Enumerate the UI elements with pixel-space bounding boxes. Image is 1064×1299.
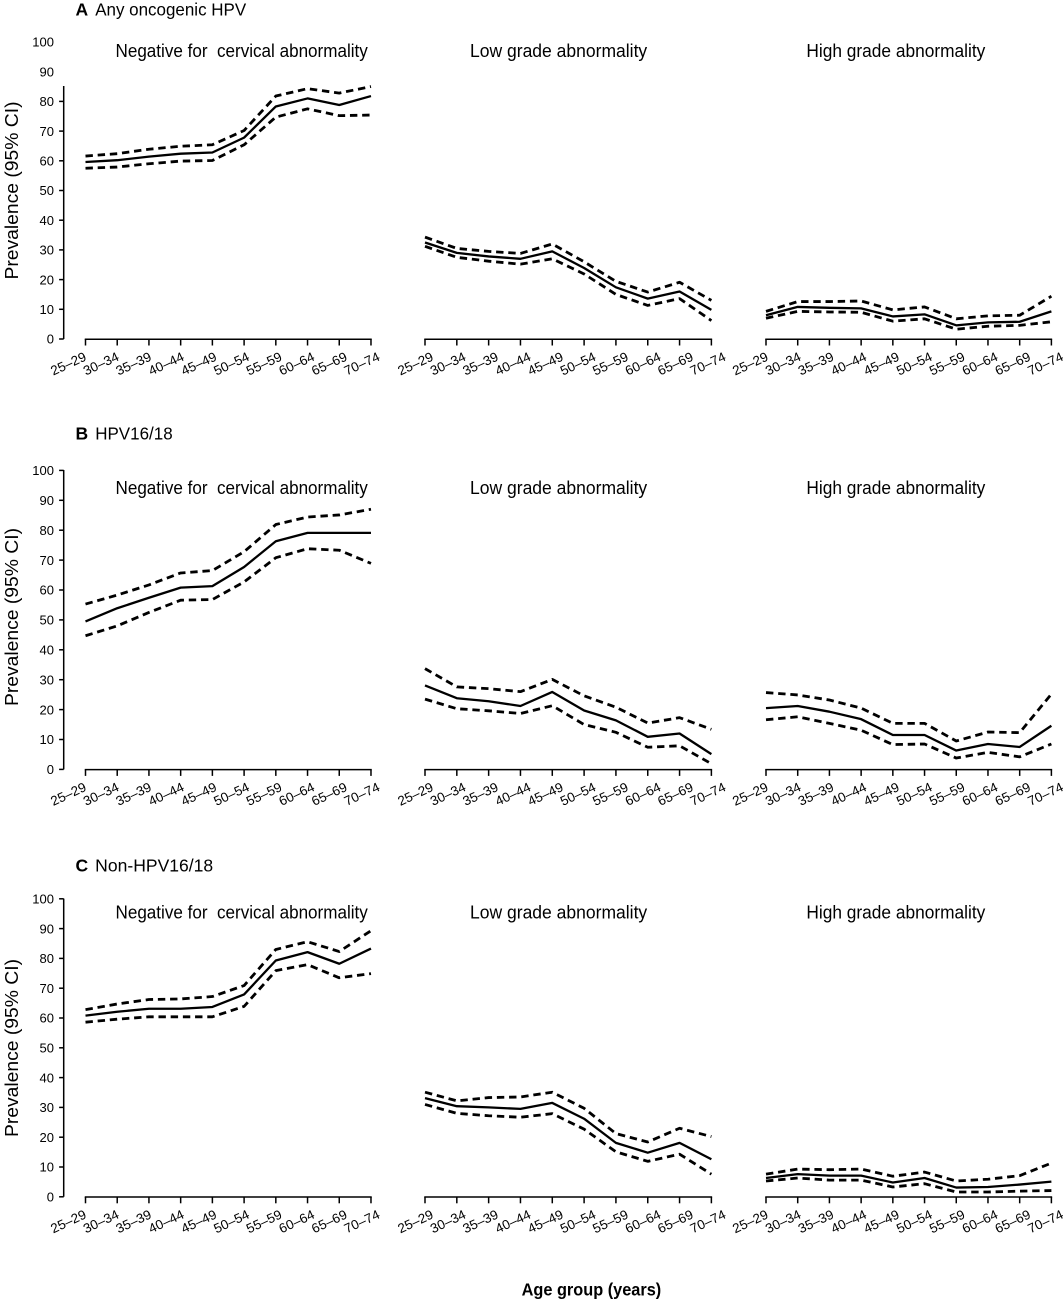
- svg-text:40: 40: [40, 643, 54, 658]
- svg-text:High grade abnormality: High grade abnormality: [806, 41, 985, 61]
- svg-text:20: 20: [40, 702, 54, 717]
- svg-text:100: 100: [32, 463, 54, 478]
- svg-text:70–74: 70–74: [688, 349, 728, 378]
- svg-text:Low grade abnormality: Low grade abnormality: [470, 41, 647, 61]
- svg-text:90: 90: [40, 921, 54, 936]
- svg-text:0: 0: [47, 1190, 54, 1205]
- svg-text:80: 80: [40, 523, 54, 538]
- svg-text:Negative for cervical abnorma: Negative for cervical abnormality: [116, 41, 368, 61]
- svg-text:40: 40: [40, 213, 54, 228]
- svg-text:70: 70: [40, 124, 54, 139]
- svg-text:Prevalence (95% CI): Prevalence (95% CI): [2, 102, 22, 280]
- svg-text:70: 70: [40, 981, 54, 996]
- svg-text:70–74: 70–74: [342, 1207, 382, 1236]
- svg-text:70–74: 70–74: [342, 349, 382, 378]
- svg-text:High grade abnormality: High grade abnormality: [806, 902, 985, 922]
- svg-text:70–74: 70–74: [1025, 1207, 1064, 1236]
- svg-text:60: 60: [40, 154, 54, 169]
- svg-text:30: 30: [40, 1100, 54, 1115]
- svg-text:20: 20: [40, 272, 54, 287]
- svg-text:0: 0: [47, 762, 54, 777]
- svg-text:High grade abnormality: High grade abnormality: [806, 478, 985, 498]
- svg-text:40: 40: [40, 1070, 54, 1085]
- svg-text:60: 60: [40, 1011, 54, 1026]
- svg-text:100: 100: [32, 35, 54, 50]
- svg-text:Negative for cervical abnorma: Negative for cervical abnormality: [116, 902, 368, 922]
- svg-text:C: C: [76, 856, 89, 876]
- svg-text:50: 50: [40, 1041, 54, 1056]
- svg-text:70: 70: [40, 553, 54, 568]
- svg-text:90: 90: [40, 64, 54, 79]
- svg-text:Low grade abnormality: Low grade abnormality: [470, 902, 647, 922]
- svg-text:10: 10: [40, 1160, 54, 1175]
- svg-text:0: 0: [47, 332, 54, 347]
- svg-text:20: 20: [40, 1130, 54, 1145]
- svg-text:70–74: 70–74: [1025, 779, 1064, 808]
- svg-text:HPV16/18: HPV16/18: [95, 424, 173, 444]
- svg-text:60: 60: [40, 583, 54, 598]
- svg-text:30: 30: [40, 243, 54, 258]
- svg-text:Age group (years): Age group (years): [522, 1280, 662, 1299]
- svg-text:100: 100: [32, 892, 54, 907]
- svg-text:70–74: 70–74: [688, 1207, 728, 1236]
- svg-text:10: 10: [40, 732, 54, 747]
- svg-text:30: 30: [40, 672, 54, 687]
- svg-text:Low grade abnormality: Low grade abnormality: [470, 478, 647, 498]
- svg-text:70–74: 70–74: [688, 779, 728, 808]
- svg-text:B: B: [76, 424, 89, 444]
- svg-text:Negative for cervical abnorma: Negative for cervical abnormality: [116, 478, 368, 498]
- svg-text:A: A: [76, 0, 89, 20]
- svg-text:80: 80: [40, 951, 54, 966]
- svg-text:Prevalence (95% CI): Prevalence (95% CI): [2, 528, 22, 706]
- svg-text:Prevalence (95% CI): Prevalence (95% CI): [2, 959, 22, 1137]
- svg-text:80: 80: [40, 94, 54, 109]
- svg-text:Any oncogenic HPV: Any oncogenic HPV: [95, 0, 246, 20]
- svg-text:90: 90: [40, 493, 54, 508]
- svg-text:70–74: 70–74: [1025, 349, 1064, 378]
- svg-text:50: 50: [40, 613, 54, 628]
- svg-text:Non-HPV16/18: Non-HPV16/18: [95, 856, 213, 876]
- svg-text:70–74: 70–74: [342, 779, 382, 808]
- svg-text:10: 10: [40, 302, 54, 317]
- svg-text:50: 50: [40, 183, 54, 198]
